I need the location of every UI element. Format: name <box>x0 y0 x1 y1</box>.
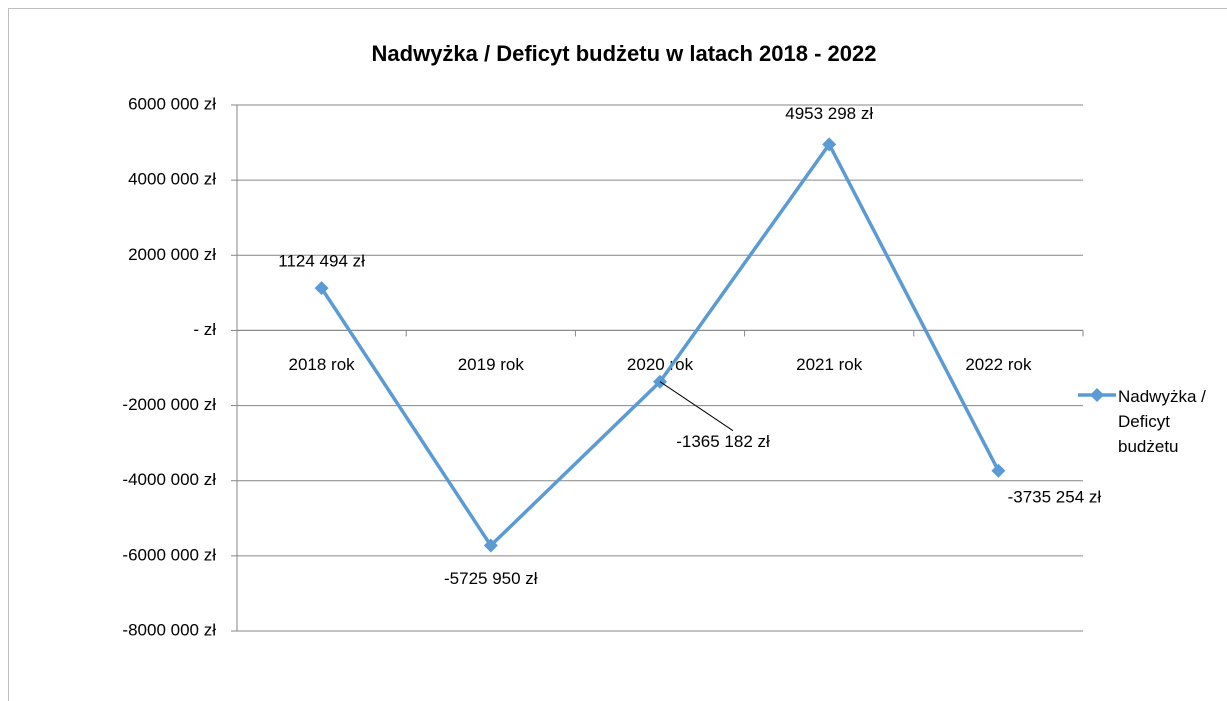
data-label: -3735 254 zł <box>1008 487 1102 506</box>
y-tick-label: -4000 000 zł <box>122 470 216 489</box>
x-tick-label: 2022 rok <box>965 355 1032 374</box>
y-tick-label: -8000 000 zł <box>122 620 216 639</box>
marker <box>314 281 329 296</box>
marker <box>822 137 837 152</box>
y-tick-label: 6000 000 zł <box>128 94 216 113</box>
legend-label: Nadwyżka / Deficyt budżetu <box>1118 387 1206 456</box>
data-label: 4953 298 zł <box>785 104 873 123</box>
x-tick-label: 2021 rok <box>796 355 863 374</box>
marker <box>483 538 498 553</box>
series-line <box>320 140 1000 549</box>
chart-border <box>8 8 1227 701</box>
data-label: -1365 182 zł <box>676 432 770 451</box>
y-tick-label: -2000 000 zł <box>122 395 216 414</box>
marker <box>991 463 1006 478</box>
x-tick-label: 2019 rok <box>458 355 525 374</box>
data-label: -5725 950 zł <box>444 569 538 588</box>
chart-title: Nadwyżka / Deficyt budżetu w latach 2018… <box>372 41 877 66</box>
y-tick-label: - zł <box>193 320 216 339</box>
x-tick-label: 2018 rok <box>289 355 356 374</box>
y-tick-label: 2000 000 zł <box>128 245 216 264</box>
y-tick-label: 4000 000 zł <box>128 170 216 189</box>
data-label: 1124 494 zł <box>278 252 365 271</box>
x-tick-label: 2020 rok <box>627 355 694 374</box>
leader-line <box>659 381 734 432</box>
legend-marker <box>1090 388 1104 402</box>
y-tick-label: -6000 000 zł <box>122 545 216 564</box>
